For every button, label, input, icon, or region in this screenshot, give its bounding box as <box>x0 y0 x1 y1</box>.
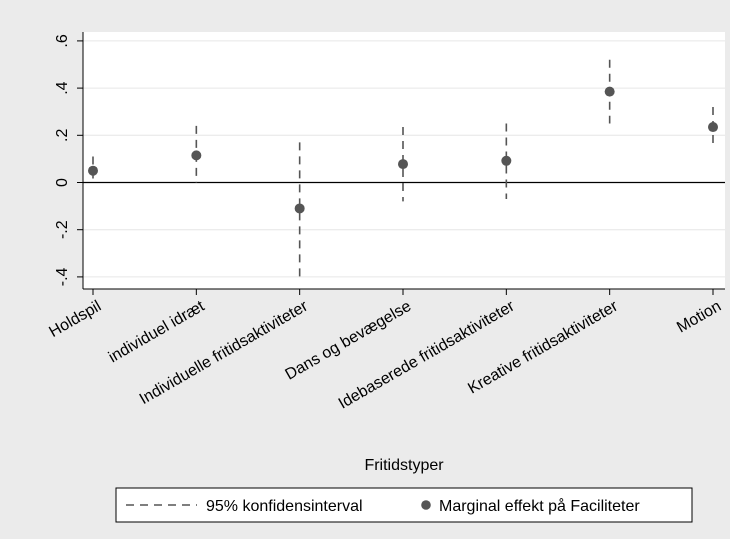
data-point <box>191 150 202 161</box>
y-tick-label: .6 <box>54 34 71 47</box>
data-point <box>604 86 615 97</box>
marginal-effect-points <box>88 86 718 214</box>
x-axis-title: Fritidstyper <box>364 457 444 474</box>
data-point <box>398 159 408 170</box>
legend-point-swatch <box>421 500 431 510</box>
legend-box <box>115 487 693 523</box>
data-point <box>501 155 512 166</box>
x-tick-label: individuel idræt <box>106 297 208 366</box>
y-tick-label: 0 <box>54 178 71 187</box>
y-tick-label: .4 <box>54 81 71 94</box>
x-tick-label: Holdspil <box>46 298 104 341</box>
y-axis-ticks: -.4 -.2 0 .2 .4 .6 <box>54 34 83 286</box>
y-tick-label: -.4 <box>54 267 71 286</box>
legend-point-label: Marginal effekt på Faciliteter <box>439 497 640 515</box>
data-point <box>88 165 98 176</box>
y-tick-label: .2 <box>54 129 71 142</box>
data-point <box>294 203 305 214</box>
legend: 95% konfidensinterval Marginal effekt på… <box>115 487 693 523</box>
x-tick-label: Motion <box>674 298 724 337</box>
data-point <box>708 122 718 133</box>
x-tick-label: Individuelle fritidsaktiviteter <box>137 297 312 408</box>
x-tick-label: Idebaserede fritidsaktiviteter <box>336 297 518 412</box>
y-tick-label: -.2 <box>54 220 71 239</box>
legend-ci-label: 95% konfidensinterval <box>206 498 363 515</box>
grid-lines <box>83 40 725 278</box>
